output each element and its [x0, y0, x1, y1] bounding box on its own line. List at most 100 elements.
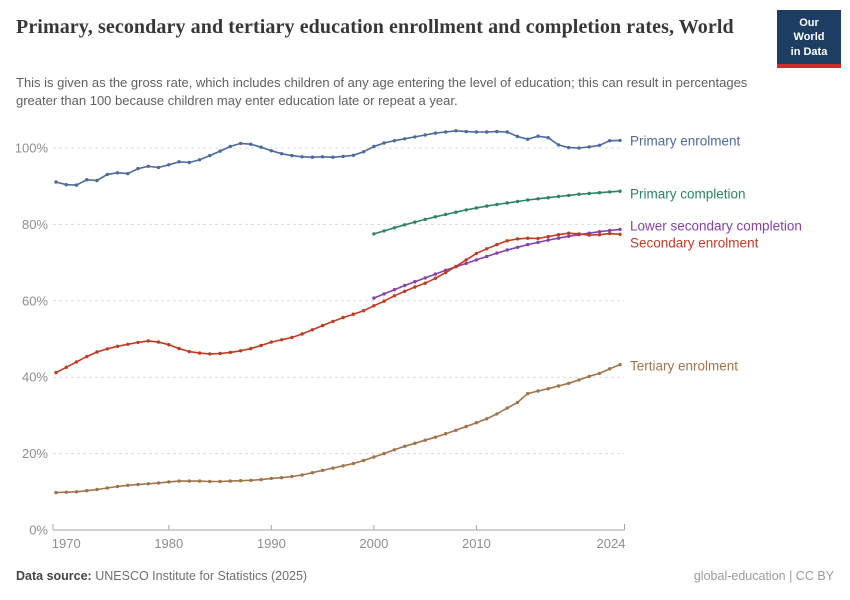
series-label-tertiary-enrolment[interactable]: Tertiary enrolment [630, 359, 738, 374]
data-point [587, 233, 591, 237]
series-primary-enrolment[interactable] [54, 129, 622, 187]
series-tertiary-enrolment[interactable] [54, 362, 622, 495]
data-point [608, 231, 612, 236]
data-point [269, 340, 273, 344]
data-point [403, 444, 407, 448]
data-point [136, 482, 140, 487]
data-point [597, 371, 602, 376]
data-point [341, 154, 345, 159]
data-point [495, 412, 499, 416]
data-point [177, 346, 181, 351]
data-point [403, 137, 407, 141]
data-point [259, 477, 263, 482]
license-link[interactable]: global-education | CC BY [693, 569, 834, 583]
data-point [300, 473, 304, 477]
data-point [372, 455, 376, 459]
data-point [464, 424, 468, 429]
x-axis-label: 2024 [597, 536, 626, 551]
data-point [310, 471, 315, 475]
data-point [403, 223, 407, 227]
data-point [146, 339, 150, 343]
data-point [526, 198, 530, 202]
series-secondary-enrolment[interactable] [54, 231, 622, 375]
data-point [85, 354, 89, 359]
data-point [608, 139, 612, 143]
data-point [495, 242, 499, 247]
data-point [587, 145, 591, 149]
data-point [372, 144, 376, 149]
data-point [156, 165, 161, 170]
data-point [505, 239, 509, 243]
data-point [515, 134, 520, 139]
data-point [300, 332, 304, 336]
data-point [413, 285, 417, 289]
data-point [536, 389, 540, 393]
data-point [464, 208, 468, 212]
data-point [105, 486, 110, 490]
data-point [126, 171, 130, 176]
data-point [577, 192, 581, 196]
data-point [279, 476, 284, 480]
data-point [526, 391, 530, 396]
data-point [218, 351, 222, 356]
data-point [146, 482, 150, 486]
data-point [208, 153, 212, 158]
data-point [382, 292, 386, 296]
data-point [454, 264, 458, 269]
data-source-value: UNESCO Institute for Statistics (2025) [95, 569, 308, 583]
series-label-primary-enrolment[interactable]: Primary enrolment [630, 134, 741, 149]
chart-subtitle: This is given as the gross rate, which i… [16, 75, 748, 109]
data-point [444, 432, 448, 436]
data-point [433, 276, 438, 280]
data-point [85, 178, 89, 182]
data-point [238, 349, 243, 353]
data-point [197, 158, 202, 162]
data-point [567, 145, 571, 150]
data-point [382, 229, 386, 233]
data-point [526, 236, 530, 240]
series-primary-completion[interactable] [372, 189, 622, 236]
series-line-lower-secondary-completion [373, 228, 621, 299]
data-point [618, 362, 622, 367]
data-point [310, 155, 315, 159]
data-point [341, 315, 345, 320]
data-point [290, 153, 294, 158]
data-point [444, 130, 448, 134]
series-label-primary-completion[interactable]: Primary completion [630, 187, 746, 202]
data-point [485, 254, 489, 259]
owid-logo[interactable]: Our World in Data [777, 10, 841, 68]
data-point [228, 479, 232, 483]
data-point [115, 171, 120, 175]
data-point [208, 479, 212, 484]
data-point [474, 130, 479, 134]
data-point [54, 370, 58, 375]
data-point [567, 234, 571, 238]
data-point [597, 230, 602, 234]
data-point [546, 196, 550, 200]
data-point [433, 131, 438, 135]
data-point [474, 421, 479, 425]
chart-title: Primary, secondary and tertiary educatio… [16, 16, 734, 38]
data-point [197, 479, 202, 483]
data-point [74, 490, 79, 494]
data-point [361, 458, 366, 463]
series-label-lower-secondary-completion[interactable]: Lower secondary completion [630, 219, 802, 234]
data-point [515, 199, 520, 204]
data-point [423, 133, 427, 137]
data-point [433, 215, 438, 219]
data-point [587, 191, 591, 196]
data-point [444, 270, 448, 275]
x-axis-label: 1990 [257, 536, 286, 551]
series-label-secondary-enrolment[interactable]: Secondary enrolment [630, 236, 759, 251]
data-point [556, 236, 561, 240]
data-point [197, 351, 202, 355]
data-point [413, 441, 417, 445]
data-point [177, 479, 181, 483]
data-point [454, 210, 458, 214]
data-point [577, 378, 581, 382]
data-point [505, 248, 509, 252]
y-axis-label: 20% [22, 446, 48, 461]
data-point [372, 232, 376, 236]
data-point [95, 487, 99, 492]
data-point [228, 144, 232, 149]
